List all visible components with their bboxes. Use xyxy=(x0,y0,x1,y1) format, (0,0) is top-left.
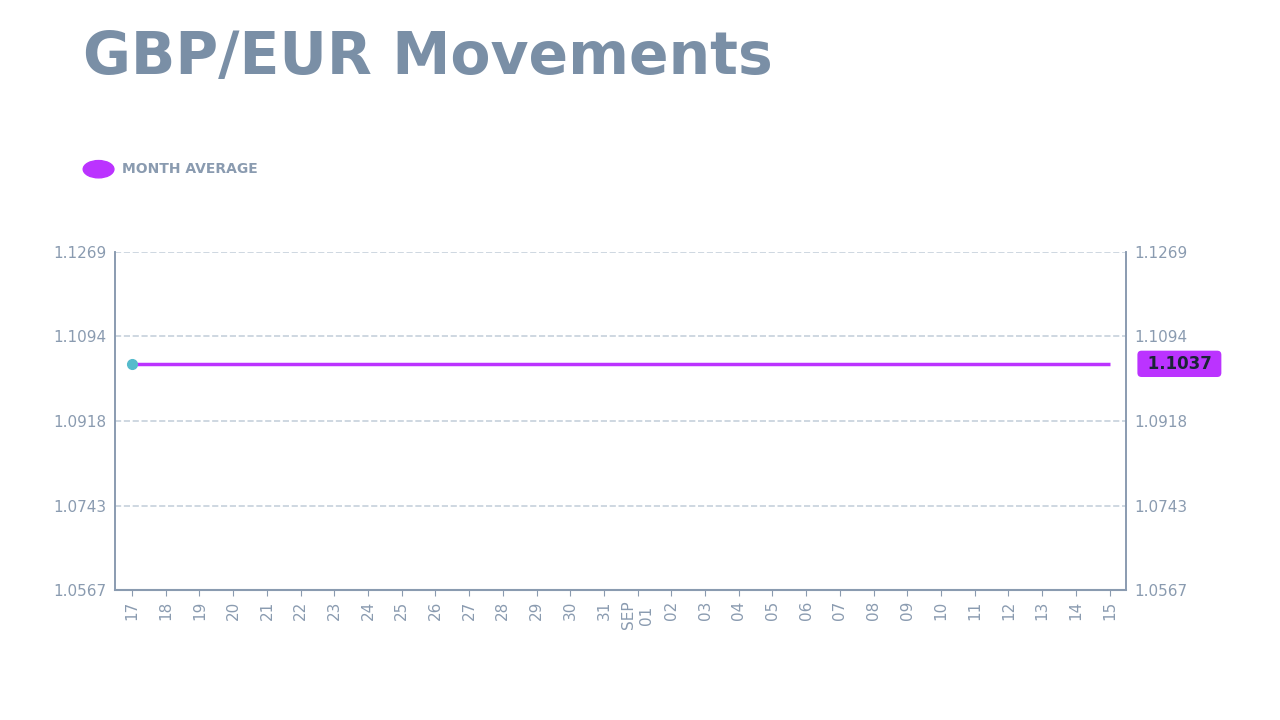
Text: 1.1037: 1.1037 xyxy=(1142,355,1217,373)
Text: MONTH AVERAGE: MONTH AVERAGE xyxy=(122,162,257,176)
Text: GBP/EUR Movements: GBP/EUR Movements xyxy=(83,29,773,86)
